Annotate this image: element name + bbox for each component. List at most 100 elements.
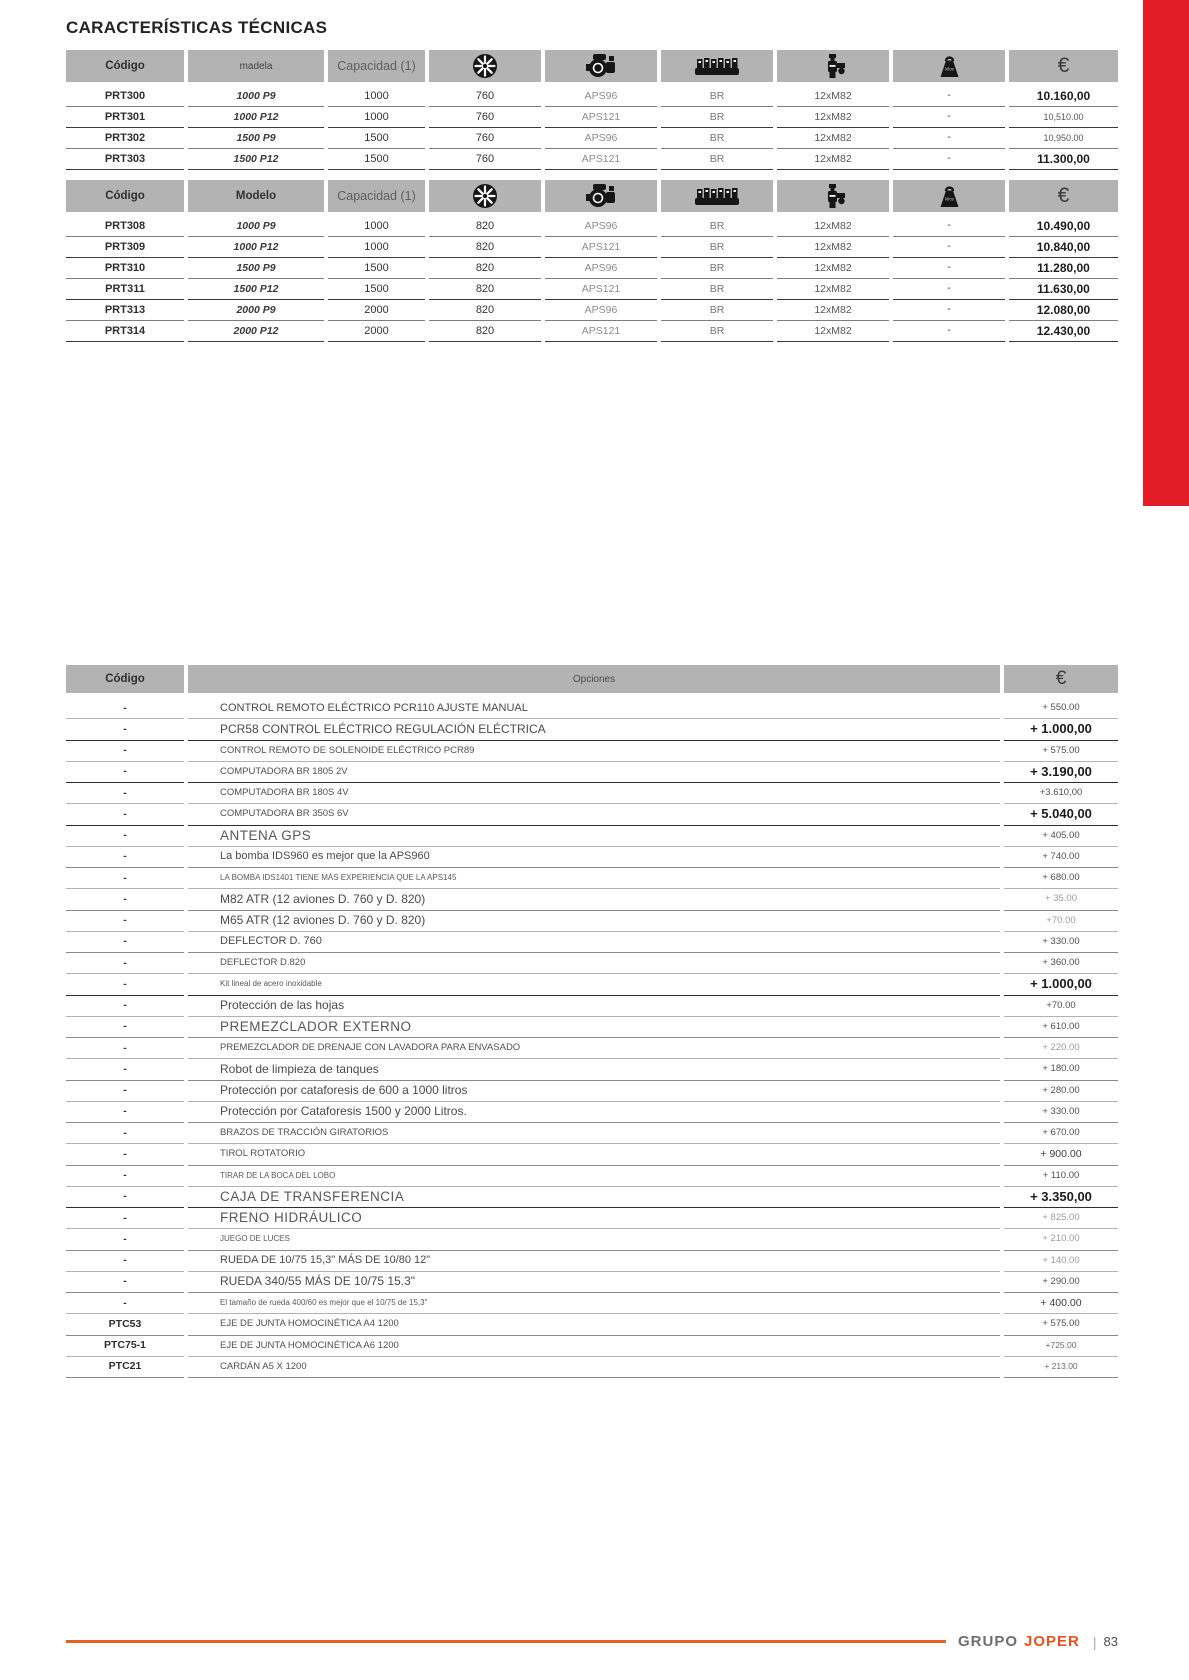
cell-capacity-value: 1000 [364,219,389,232]
weight-kilos-icon: kilos [893,180,1005,212]
cell-model-value: 1000 P12 [233,110,279,123]
option-row: - Kit lineal de acero inoxidable + 1.000,0… [66,973,1118,996]
cell-option-code: - [66,1228,184,1251]
cell-model: 1500 P12 [188,148,324,170]
cell-price-value: 10,950.00 [1043,132,1084,143]
cell-valves-value: 12xM82 [814,303,852,316]
option-label: M65 ATR (12 aviones D. 760 y D. 820) [220,913,426,928]
cell-option-label: M82 ATR (12 aviones D. 760 y D. 820) [188,888,1000,911]
cell-computer: BR [661,106,773,128]
cell-pump: APS121 [545,236,657,258]
cell-option-label: PREMEZCLADOR EXTERNO [188,1016,1000,1038]
pump-bank-icon [694,55,740,77]
fan-icon [472,183,498,209]
option-row: - COMPUTADORA BR 180S 4V +3.610,00 [66,782,1118,805]
valve-icon [777,50,889,82]
cell-price-value: 10.160,00 [1036,88,1091,103]
option-row: PTC75-1 EJE DE JUNTA HOMOCINÉTICA A6 1200… [66,1335,1118,1357]
table-row: PRT300 1000 P9 1000 760 APS96 BR 12xM82 - 10.160… [66,85,1118,107]
cell-diameter: 820 [429,215,541,237]
option-label: CONTROL REMOTO DE SOLENOIDE ELÉCTRICO PC… [220,744,475,756]
cell-option-label: EJE DE JUNTA HOMOCINÉTICA A4 1200 [188,1313,1000,1336]
cell-computer-value: BR [709,324,725,337]
cell-option-price: + 575.00 [1004,1313,1118,1336]
cell-option-price: + 1.000,00 [1004,973,1118,996]
cell-computer-value: BR [709,152,725,165]
cell-weight: - [893,127,1005,149]
column-header-label: madela [239,60,273,72]
cell-diameter-value: 820 [475,261,495,274]
option-row: - M65 ATR (12 aviones D. 760 y D. 820) +70… [66,910,1118,932]
cell-code: PRT313 [66,299,184,321]
cell-pump-value: APS121 [581,324,621,337]
option-row: - CAJA DE TRANSFERENCIA + 3.350,00 [66,1186,1118,1208]
cell-valves: 12xM82 [777,127,889,149]
cell-pump-value: APS121 [581,110,621,123]
cell-option-label: BRAZOS DE TRACCIÓN GIRATORIOS [188,1122,1000,1145]
cell-valves: 12xM82 [777,278,889,300]
spec-table-1: Código madela Capacidad (1) kilos € PRT300 100… [66,50,1118,170]
cell-option-code: - [66,718,184,741]
svg-text:kilos: kilos [945,196,954,201]
column-header-code-label: Código [105,673,145,685]
cell-code-value: PRT300 [104,89,146,102]
cell-computer: BR [661,85,773,107]
option-price: + 290.00 [1042,1275,1080,1287]
cell-code: PRT314 [66,320,184,342]
option-row: PTC53 EJE DE JUNTA HOMOCINÉTICA A4 1200 + … [66,1313,1118,1336]
option-row: - Protección por cataforesis de 600 a 100… [66,1080,1118,1102]
option-row: - La bomba IDS960 es mejor que la APS960 +… [66,846,1118,868]
cell-option-code: - [66,1080,184,1102]
cell-weight-value: - [947,262,951,273]
option-price: + 140.00 [1042,1254,1080,1266]
cell-code-value: PRT302 [104,131,146,144]
cell-option-code: - [66,846,184,868]
cell-pump-value: APS96 [584,261,618,274]
cell-pump: APS121 [545,320,657,342]
cell-option-price: + 35.00 [1004,888,1118,911]
option-row: - RUEDA 340/55 MÁS DE 10/75 15.3" + 290.00 [66,1271,1118,1293]
cell-valves-value: 12xM82 [814,282,852,295]
cell-diameter: 820 [429,257,541,279]
column-header-price-label: € [1055,668,1067,689]
table-row: PRT301 1000 P12 1000 760 APS121 BR 12xM82 - 10,5… [66,106,1118,128]
cell-weight: - [893,236,1005,258]
option-price: + 360.00 [1042,957,1080,969]
cell-option-price: + 360.00 [1004,952,1118,975]
column-header-label: Capacidad (1) [337,189,416,203]
option-label: TIRAR DE LA BOCA DEL LOBO [220,1170,336,1180]
cell-option-label: RUEDA DE 10/75 15,3" MÁS DE 10/80 12" [188,1250,1000,1272]
cell-code-value: PRT313 [104,303,146,316]
cell-computer: BR [661,320,773,342]
cell-code-value: PRT314 [104,324,146,337]
table-row: PRT303 1500 P12 1500 760 APS121 BR 12xM82 - 11.3… [66,148,1118,170]
cell-price: 10,510.00 [1009,106,1118,128]
cell-price-value: 11.630,00 [1037,281,1090,296]
cell-capacity: 2000 [328,299,425,321]
table-row: PRT310 1500 P9 1500 820 APS96 BR 12xM82 - 11.280… [66,257,1118,279]
option-price: + 825.00 [1042,1212,1080,1224]
option-price: + 110.00 [1042,1169,1080,1181]
cell-code-value: PRT301 [104,110,146,123]
valve-icon [777,180,889,212]
cell-valves-value: 12xM82 [814,131,852,144]
cell-option-label: Protección de las hojas [188,995,1000,1017]
cell-option-label: RUEDA 340/55 MÁS DE 10/75 15.3" [188,1271,1000,1293]
option-price: + 5.040,00 [1030,806,1092,822]
options-table-rows: - CONTROL REMOTO ELÉCTRICO PCR110 AJUSTE … [66,697,1118,1378]
page-footer: GRUPO JOPER | 83 [66,1633,1118,1650]
option-price: + 180.00 [1042,1063,1080,1075]
cell-code-value: PRT303 [104,152,146,165]
cell-valves: 12xM82 [777,106,889,128]
engine-icon [585,183,617,209]
cell-option-label: PCR58 CONTROL ELÉCTRICO REGULACIÓN ELÉCT… [188,718,1000,741]
cell-option-label: Robot de limpieza de tanques [188,1058,1000,1081]
cell-option-price: + 680.00 [1004,867,1118,890]
column-header-code: Código [66,665,184,693]
cell-code-value: PRT310 [104,261,146,274]
cell-option-code: - [66,1101,184,1123]
cell-computer: BR [661,148,773,170]
cell-option-code: - [66,995,184,1017]
option-label: PCR58 CONTROL ELÉCTRICO REGULACIÓN ELÉCT… [220,721,546,736]
